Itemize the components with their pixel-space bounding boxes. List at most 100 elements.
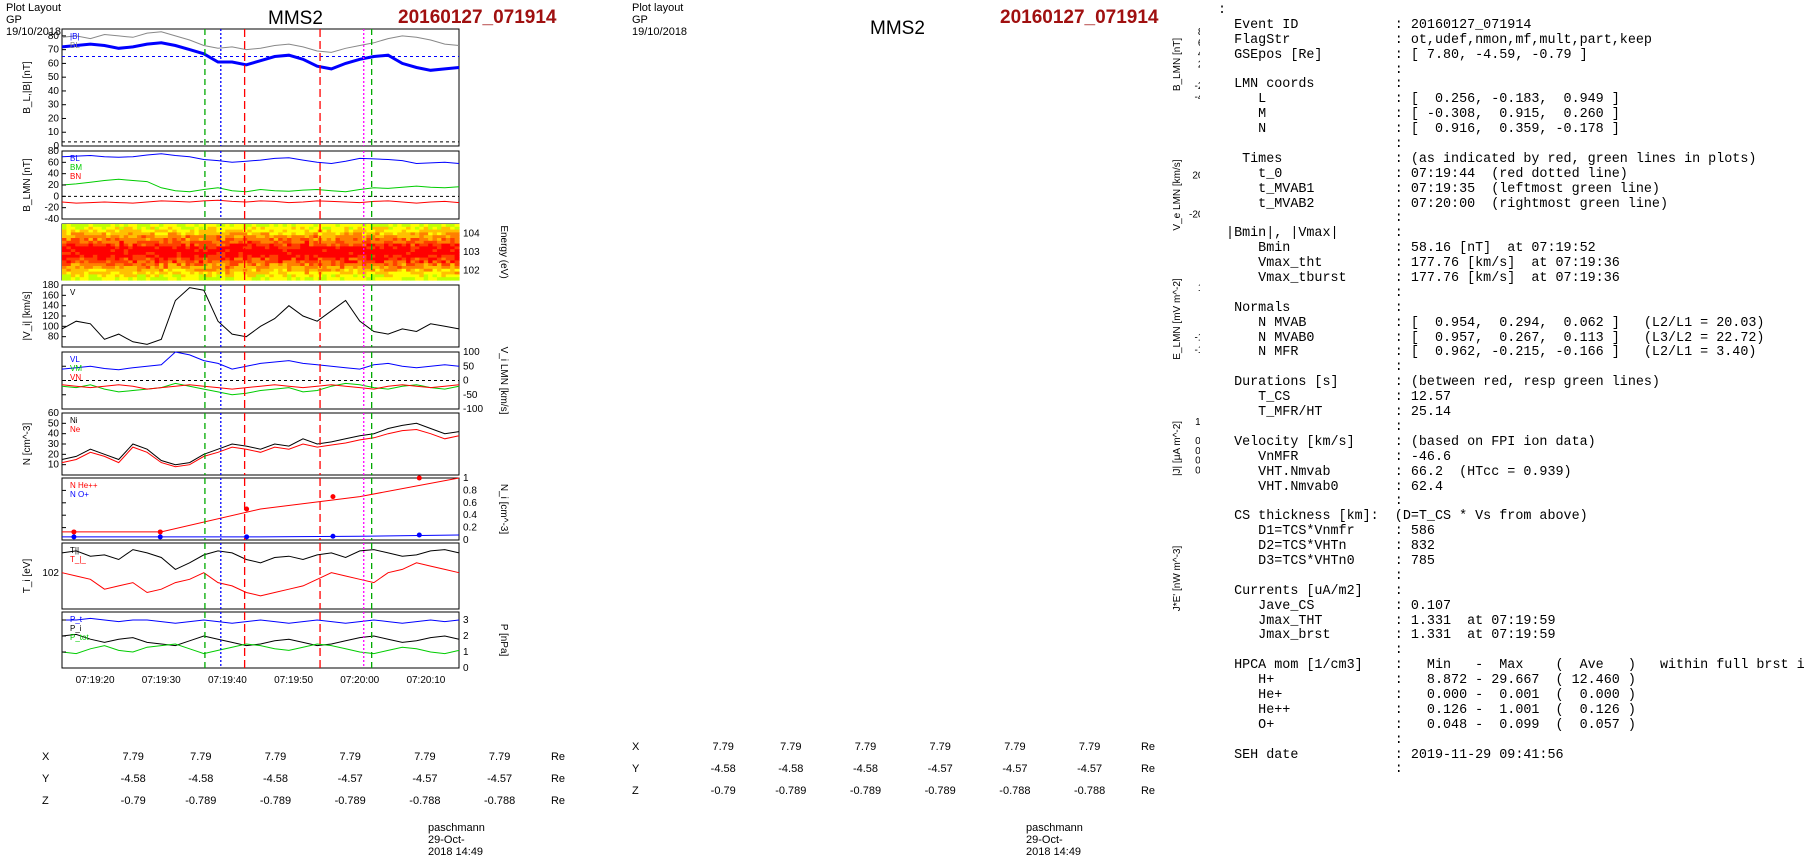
heatmap-cell [101, 277, 107, 281]
heatmap-cell [291, 235, 297, 239]
heatmap-cell [423, 240, 429, 245]
heatmap-cell [247, 271, 253, 275]
heatmap-cell [344, 277, 350, 281]
heatmap-cell [406, 271, 412, 275]
heatmap-cell [229, 277, 235, 281]
heatmap-cell [163, 254, 169, 259]
heatmap-cell [194, 238, 200, 242]
heatmap-cell [300, 252, 306, 256]
heatmap-cell [441, 254, 447, 259]
heatmap-cell [203, 277, 209, 281]
heatmap-cell [194, 271, 200, 275]
heatmap-cell [70, 238, 76, 242]
heatmap-cell [234, 257, 240, 261]
heatmap-cell [454, 235, 460, 239]
y-tick-label: 0.4 [463, 510, 477, 521]
heatmap-cell [88, 243, 94, 247]
heatmap-cell [128, 277, 134, 281]
heatmap-cell [295, 243, 301, 247]
heatmap-cell [282, 274, 288, 278]
heatmap-cell [106, 249, 112, 253]
heatmap-cell [128, 246, 134, 250]
heatmap-cell [335, 254, 341, 259]
heatmap-cell [150, 235, 156, 239]
heatmap-cell [335, 263, 341, 267]
heatmap-cell [106, 229, 112, 233]
heatmap-cell [441, 226, 447, 231]
heatmap-cell [423, 249, 429, 253]
heatmap-cell [304, 254, 310, 259]
heatmap-cell [256, 260, 262, 264]
heatmap-cell [388, 229, 394, 233]
summary-line: Jmax_THT : 1.331 at 07:19:59 [1218, 613, 1556, 629]
y-tick-label: 3 [463, 615, 469, 626]
heatmap-cell [388, 232, 394, 236]
heatmap-cell [75, 229, 81, 233]
heatmap-cell [110, 240, 116, 245]
heatmap-cell [335, 268, 341, 273]
heatmap-cell [282, 277, 288, 281]
heatmap-cell [370, 263, 376, 267]
coord-label: Z [42, 795, 49, 807]
summary-line: Bmin : 58.16 [nT] at 07:19:52 [1218, 241, 1596, 257]
heatmap-cell [66, 229, 72, 233]
panel-frame [61, 412, 460, 476]
heatmap-cell [436, 235, 442, 239]
heatmap-cell [313, 243, 319, 247]
heatmap-cell [353, 263, 359, 267]
coord-value: -4.57 [1002, 763, 1028, 775]
heatmap-cell [79, 235, 85, 239]
data-point [244, 506, 250, 512]
heatmap-cell [269, 268, 275, 273]
heatmap-cell [264, 271, 270, 275]
heatmap-cell [62, 240, 68, 245]
heatmap-cell [247, 229, 253, 233]
heatmap-cell [198, 246, 204, 250]
heatmap-cell [97, 263, 103, 267]
heatmap-cell [445, 252, 451, 256]
heatmap-cell [62, 263, 68, 267]
summary-line: LMN coords : [1218, 77, 1403, 93]
heatmap-cell [225, 226, 231, 231]
heatmap-cell [313, 254, 319, 259]
heatmap-cell [269, 274, 275, 278]
heatmap-cell [79, 232, 85, 236]
heatmap-cell [295, 249, 301, 253]
y-tick-label: -40 [1195, 92, 1200, 103]
heatmap-cell [163, 240, 169, 245]
heatmap-cell [163, 274, 169, 278]
heatmap-cell [176, 243, 182, 247]
heatmap-cell [264, 257, 270, 261]
coord-label: X [632, 741, 640, 753]
heatmap-cell [375, 260, 381, 264]
summary-line: : [1218, 211, 1403, 227]
heatmap-cell [220, 224, 226, 228]
heatmap-cell [397, 263, 403, 267]
heatmap-cell [414, 243, 420, 247]
y-tick-label: 0.4 [1195, 456, 1200, 467]
heatmap-cell [273, 277, 279, 281]
heatmap-cell [141, 238, 147, 242]
heatmap-cell [423, 263, 429, 267]
heatmap-cell [75, 252, 81, 256]
heatmap-cell [361, 243, 367, 247]
heatmap-cell [256, 224, 262, 228]
heatmap-cell [110, 257, 116, 261]
heatmap-cell [401, 277, 407, 281]
heatmap-cell [92, 240, 98, 245]
heatmap-cell [79, 274, 85, 278]
y-tick-label: 40 [48, 169, 60, 180]
heatmap-cell [189, 235, 195, 239]
heatmap-cell [361, 238, 367, 242]
heatmap-cell [70, 246, 76, 250]
heatmap-cell [242, 243, 248, 247]
heatmap-cell [375, 240, 381, 245]
panel-frame [61, 150, 460, 220]
heatmap-cell [225, 260, 231, 264]
summary-line: GSEpos [Re] : [ 7.80, -4.59, -0.79 ] [1218, 47, 1588, 63]
heatmap-cell [225, 266, 231, 270]
summary-line: : [1218, 137, 1403, 153]
heatmap-cell [176, 235, 182, 239]
heatmap-cell [375, 254, 381, 259]
